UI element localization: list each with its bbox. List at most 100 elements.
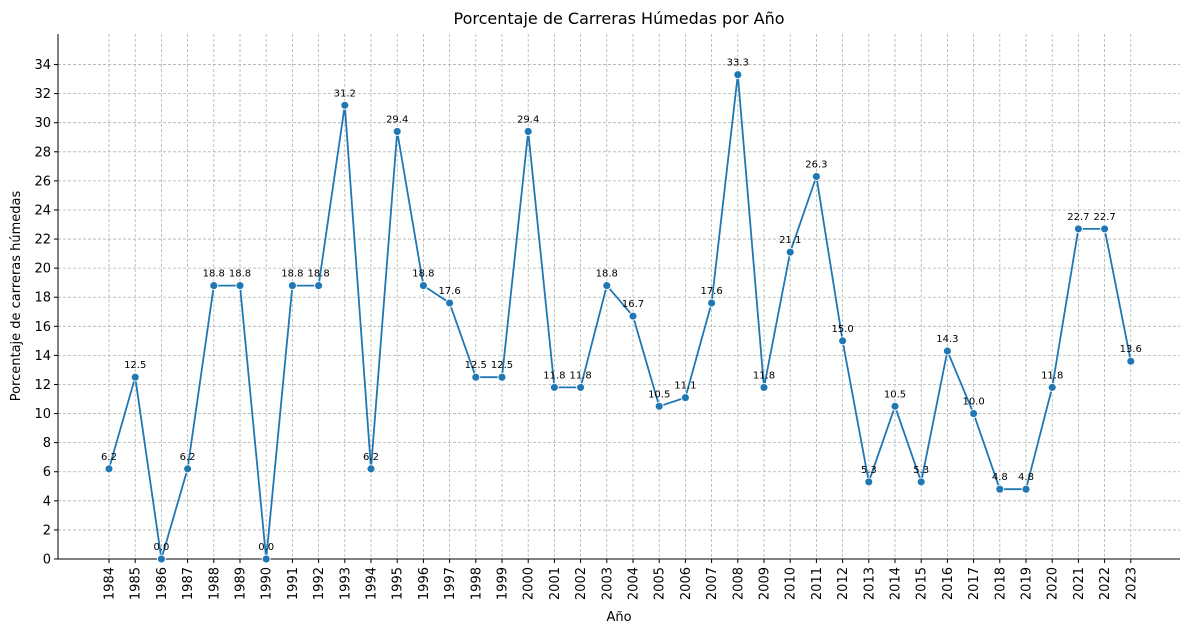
x-tick-label: 1994	[365, 567, 380, 600]
grid	[58, 34, 1180, 560]
x-tick-label: 2001	[548, 567, 563, 600]
x-tick-label: 2012	[836, 567, 851, 600]
y-tick-label: 6	[43, 465, 51, 480]
data-point	[235, 281, 245, 291]
x-ticks: 1984 1985 1986 1987 1988 1989 1990 1991 1992 1993…	[103, 559, 1139, 600]
data-label: 11.8	[569, 370, 591, 381]
series-line	[108, 73, 1132, 560]
data-label: 18.8	[229, 269, 251, 280]
x-tick-label: 2002	[574, 567, 589, 600]
x-tick-label: 2022	[1098, 567, 1113, 600]
x-tick-label: 2010	[784, 567, 799, 600]
x-tick-label: 2018	[993, 567, 1008, 600]
data-point	[1126, 356, 1136, 366]
data-label: 12.5	[124, 360, 146, 371]
data-label: 18.8	[281, 269, 303, 280]
data-point	[707, 298, 717, 308]
data-point	[392, 126, 402, 136]
data-point	[549, 382, 559, 392]
data-point	[628, 311, 638, 321]
y-tick-label: 34	[34, 58, 51, 73]
x-tick-label: 1989	[234, 567, 249, 600]
data-label: 15.0	[831, 324, 853, 335]
x-tick-label: 1997	[443, 567, 458, 600]
x-tick-label: 2005	[653, 567, 668, 600]
data-point	[523, 126, 533, 136]
data-label: 16.7	[622, 299, 644, 310]
x-tick-label: 2003	[600, 567, 615, 600]
data-point	[890, 401, 900, 411]
x-tick-label: 2017	[967, 567, 982, 600]
x-tick-label: 1985	[129, 567, 144, 600]
x-tick-label: 2011	[810, 567, 825, 600]
y-tick-label: 26	[34, 174, 51, 189]
y-tick-label: 0	[43, 553, 51, 568]
data-point	[314, 281, 324, 291]
x-tick-label: 2008	[731, 567, 746, 600]
y-tick-label: 18	[34, 291, 51, 306]
data-label: 33.3	[727, 58, 749, 69]
data-point	[340, 100, 350, 110]
data-point	[1073, 224, 1083, 234]
data-point	[1100, 224, 1110, 234]
data-point	[445, 298, 455, 308]
data-label: 31.2	[334, 88, 356, 99]
data-label: 18.8	[596, 269, 618, 280]
y-tick-label: 22	[34, 233, 51, 248]
data-label: 13.6	[1120, 344, 1142, 355]
y-axis-title: Porcentaje de carreras húmedas	[9, 190, 24, 401]
data-point	[811, 172, 821, 181]
y-tick-label: 2	[43, 523, 51, 538]
x-tick-label: 1996	[417, 567, 432, 600]
y-tick-label: 28	[34, 145, 51, 160]
data-point	[916, 477, 926, 487]
data-point	[130, 372, 140, 382]
x-tick-label: 2015	[915, 567, 930, 600]
data-label: 4.8	[1018, 472, 1034, 483]
chart-title: Porcentaje de Carreras Húmedas por Año	[453, 9, 784, 28]
data-label: 26.3	[805, 160, 827, 171]
x-tick-label: 2023	[1124, 567, 1139, 600]
y-tick-label: 32	[34, 87, 51, 102]
x-tick-label: 1998	[469, 567, 484, 600]
data-label: 22.7	[1093, 212, 1115, 223]
y-tick-label: 10	[34, 407, 51, 422]
data-point	[680, 393, 690, 403]
data-point	[471, 372, 481, 382]
y-tick-label: 8	[43, 436, 51, 451]
data-point	[287, 281, 297, 291]
x-tick-label: 2013	[862, 567, 877, 600]
x-tick-label: 2007	[705, 567, 720, 600]
data-label: 18.8	[307, 269, 329, 280]
data-point	[183, 464, 193, 474]
data-point	[759, 382, 769, 392]
x-tick-label: 1993	[338, 567, 353, 600]
data-label: 11.8	[1041, 370, 1063, 381]
data-point	[576, 382, 586, 392]
data-label: 12.5	[465, 360, 487, 371]
x-tick-label: 1987	[181, 567, 196, 600]
x-tick-label: 1988	[207, 567, 222, 600]
data-point	[261, 554, 271, 564]
data-label: 5.3	[861, 465, 877, 476]
y-tick-label: 30	[34, 116, 51, 131]
data-point	[104, 464, 114, 474]
x-tick-label: 1992	[312, 567, 327, 600]
y-tick-label: 16	[34, 320, 51, 335]
y-tick-label: 4	[43, 494, 51, 509]
data-label: 10.0	[962, 397, 984, 408]
series	[104, 70, 1136, 564]
data-label: 0.0	[153, 542, 169, 553]
data-point	[654, 401, 664, 411]
data-label: 17.6	[438, 286, 460, 297]
data-point	[602, 281, 612, 291]
x-tick-label: 1986	[155, 567, 170, 600]
x-tick-label: 2004	[627, 567, 642, 600]
data-label: 29.4	[386, 114, 408, 125]
data-label: 11.1	[674, 381, 696, 392]
x-tick-label: 2009	[758, 567, 773, 600]
y-tick-label: 12	[34, 378, 51, 393]
data-point	[366, 464, 376, 474]
data-label: 5.3	[913, 465, 929, 476]
